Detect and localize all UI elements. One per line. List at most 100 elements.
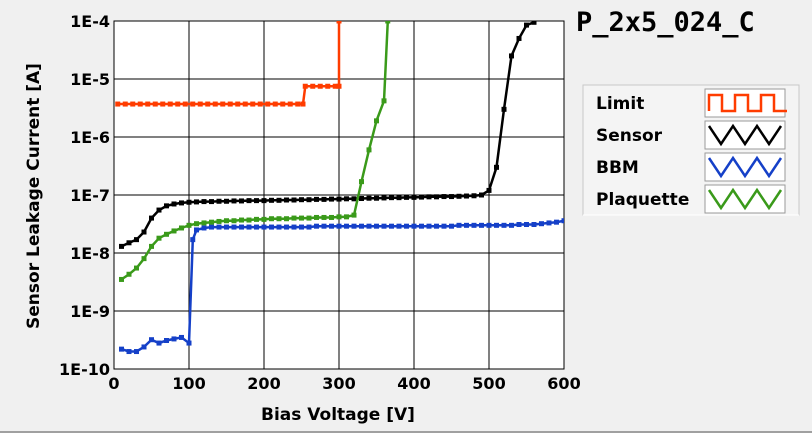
data-point [546,220,552,226]
data-point [209,219,214,225]
data-point [441,194,447,200]
data-point [126,271,132,277]
data-point [336,214,342,220]
data-point [179,200,184,206]
series-group [115,21,564,355]
data-point [261,198,267,204]
data-point [531,21,537,25]
data-point [231,198,237,204]
data-point [314,223,319,229]
x-tick-label: 600 [547,374,580,393]
data-point [344,214,349,220]
data-point [119,346,124,352]
data-point [130,101,136,107]
data-point [216,198,222,204]
series-limit [115,21,342,107]
data-point [366,195,372,201]
data-point [329,196,334,202]
data-point [126,240,132,246]
y-tick-label: 1E-5 [70,70,110,89]
data-point [164,203,169,209]
data-point [254,224,259,230]
data-point [186,222,192,228]
data-point [145,101,151,107]
data-point [359,223,364,229]
data-point [212,101,218,107]
data-point [464,222,469,228]
data-point [149,215,154,221]
data-point [336,83,342,89]
data-point [385,21,391,24]
data-point [381,223,387,229]
data-point [156,207,162,213]
data-point [182,101,188,107]
data-point [302,83,308,89]
data-point [216,218,222,224]
data-point [171,201,177,207]
legend-line [707,187,783,211]
y-tick-label: 1E-8 [70,244,110,263]
data-point [194,199,199,205]
data-point [426,194,432,200]
data-point [246,198,252,204]
data-point [359,179,364,185]
series-bbm [119,218,564,355]
data-point [486,187,492,193]
series-sensor [119,21,537,249]
data-point [554,219,559,225]
data-point [381,195,387,201]
data-point [516,222,522,228]
data-point [329,214,334,220]
data-point [119,276,124,282]
data-point [141,229,147,235]
data-point [201,225,207,231]
data-point [167,101,173,107]
data-point [306,224,312,230]
data-point [396,223,402,229]
data-point [434,223,439,229]
data-point [456,193,462,199]
x-tick-label: 200 [247,374,280,393]
data-point [186,340,192,346]
data-point [269,197,274,203]
data-point [314,214,319,220]
x-tick-label: 500 [472,374,505,393]
data-point [419,223,424,229]
data-point [235,101,241,107]
y-tick-label: 1E-4 [70,12,110,31]
data-point [325,83,331,89]
legend-line [707,123,783,147]
data-point [321,223,327,229]
data-point [269,216,274,222]
data-point [149,243,154,249]
legend-label: Plaquette [596,190,689,210]
data-point [190,101,196,107]
y-tick-label: 1E-9 [70,302,110,321]
data-point [126,349,132,355]
data-point [194,221,199,227]
data-point [300,101,306,107]
data-point [224,218,229,224]
data-point [299,197,304,203]
data-point [404,223,409,229]
data-point [471,193,477,199]
y-tick-label: 1E-10 [59,360,110,379]
data-point [374,223,379,229]
data-point [190,237,196,243]
data-point [134,349,139,355]
data-point [524,22,529,28]
data-point [209,224,214,230]
data-point [156,340,162,346]
series-plaquette [119,21,391,282]
data-point [272,101,278,107]
data-point [134,237,139,243]
x-tick-labels: 0 100 200 300 400 500 600 [108,374,580,393]
data-point [449,223,454,229]
data-point [284,197,289,203]
data-point [501,106,507,112]
data-point [299,224,304,230]
chart-title: P_2x5_024_C [576,7,755,38]
data-point [374,195,379,201]
data-point [494,222,499,228]
data-point [224,198,229,204]
